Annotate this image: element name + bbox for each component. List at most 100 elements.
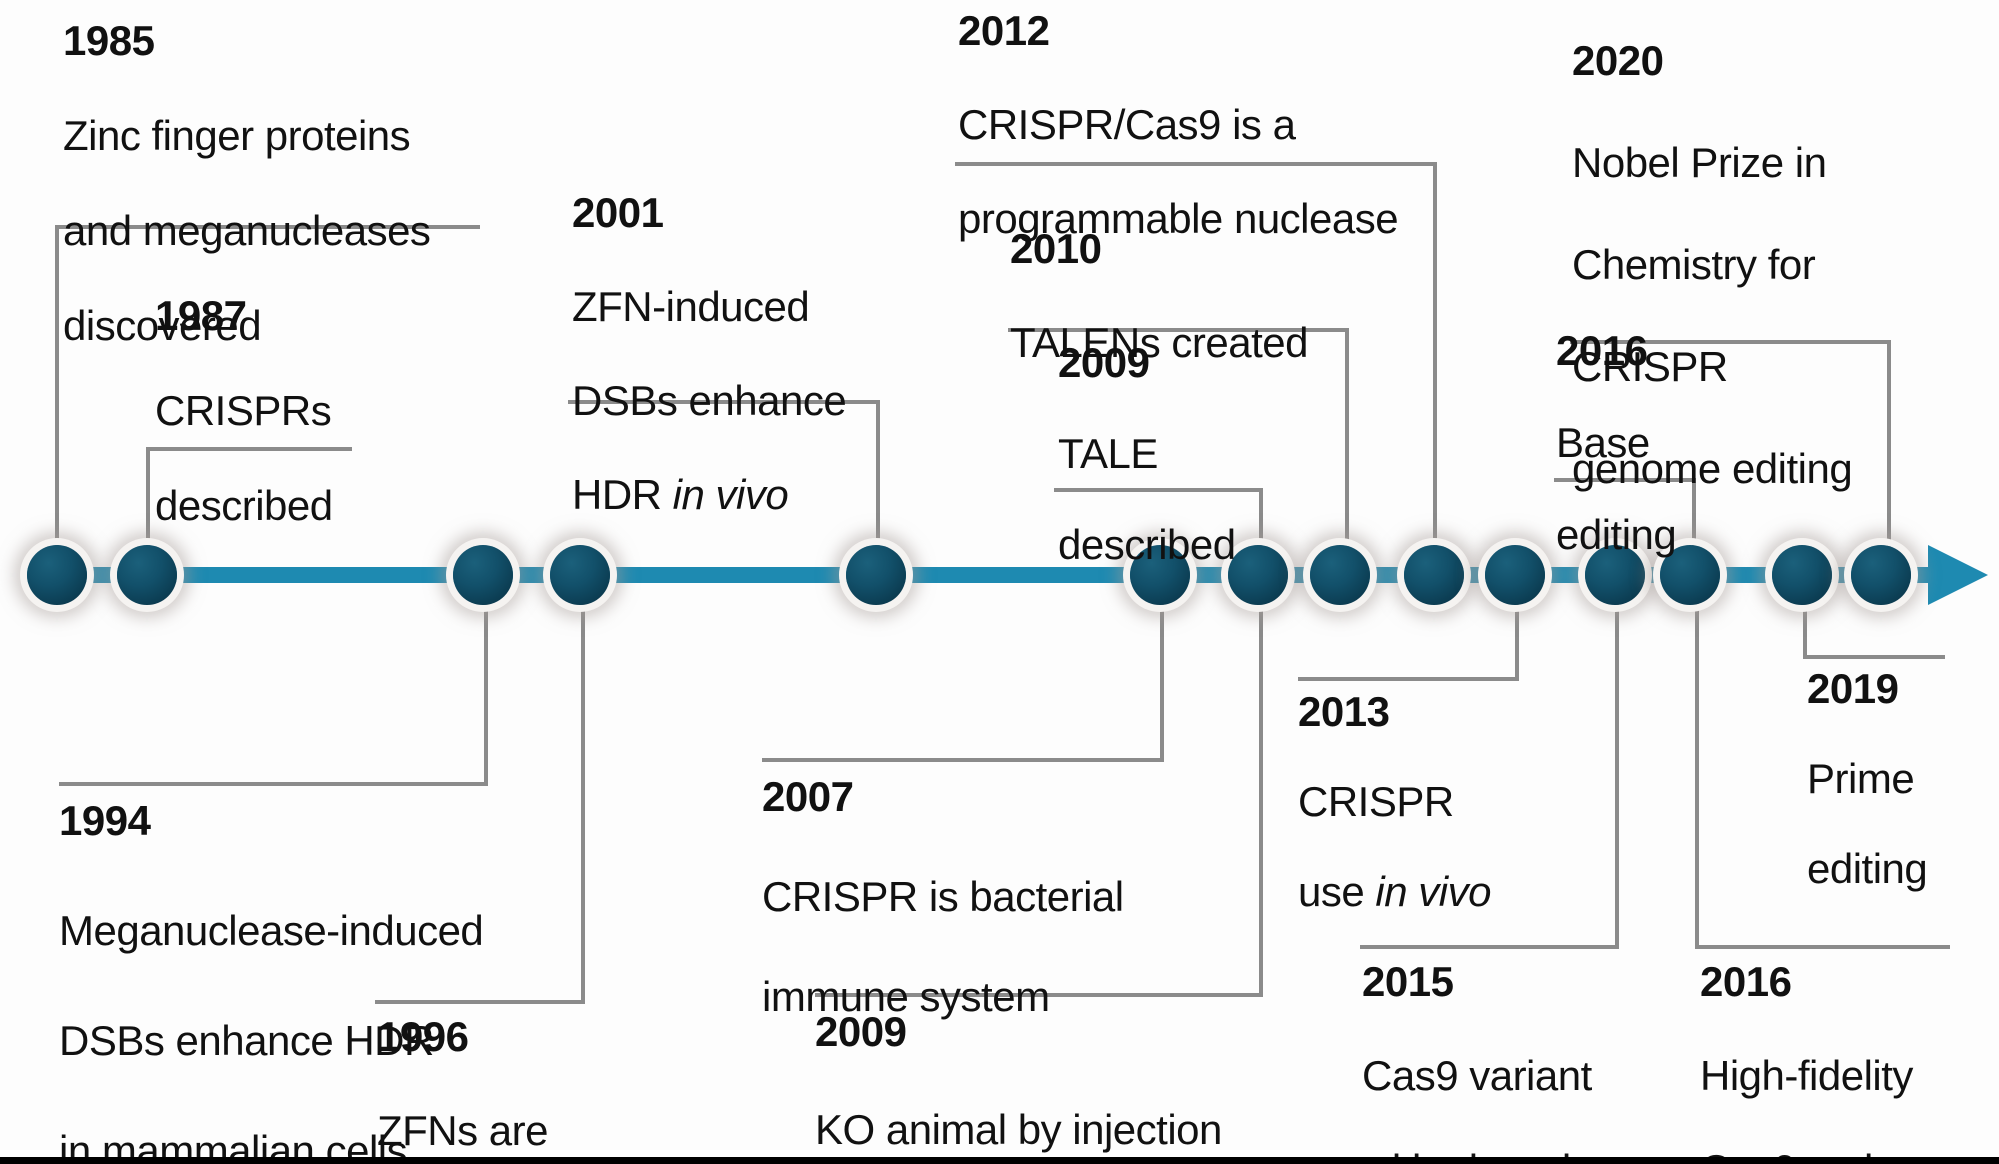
event-2001-2-year: 2001 xyxy=(572,189,664,236)
event-1996-9-connector-horizontal xyxy=(375,1000,583,1004)
event-2013-12-year: 2013 xyxy=(1298,688,1390,735)
event-2012-3-text-line-1: CRISPR/Cas9 is a xyxy=(958,101,1296,148)
event-2009-5-connector-horizontal xyxy=(1054,488,1261,492)
event-2012-3-label: 2012 CRISPR/Cas9 is a programmable nucleas… xyxy=(958,7,1399,240)
event-2020-6-text-line-4: genome editing xyxy=(1572,445,1853,492)
event-2020-6-connector-riser xyxy=(1887,340,1891,575)
timeline-dot-9 xyxy=(1485,545,1545,605)
event-2001-2-label: 2001 ZFN-induced DSBs enhance HDR in vivo xyxy=(572,189,847,516)
event-2009-5-connector-riser xyxy=(1259,488,1263,575)
timeline-dot-12 xyxy=(1772,545,1832,605)
event-1994-8-text-line-2: DSBs enhance HDR xyxy=(59,1017,434,1064)
timeline-dot-3 xyxy=(550,545,610,605)
event-2019-15-year: 2019 xyxy=(1807,665,1899,712)
timeline-dot-10 xyxy=(1585,545,1645,605)
timeline-dot-8 xyxy=(1404,545,1464,605)
timeline-dot-6 xyxy=(1228,545,1288,605)
event-2016-7-text-line-2: editing xyxy=(1556,511,1677,558)
timeline-dot-1 xyxy=(117,545,177,605)
event-1987-1-connector-horizontal xyxy=(148,447,352,451)
event-2001-2-connector-horizontal xyxy=(568,400,878,404)
event-2019-15-connector-horizontal xyxy=(1805,655,1945,659)
event-2010-4-text-line-1: TALENs created xyxy=(1010,319,1309,366)
event-2016-7-year: 2016 xyxy=(1556,327,1648,374)
timeline-axis xyxy=(26,567,1932,583)
event-2009-5-year: 2009 xyxy=(1058,339,1150,386)
event-1994-8-label: 1994 Meganuclease-induced DSBs enhance HDR… xyxy=(59,797,484,1164)
event-2009-5-text-line-1: TALE xyxy=(1058,430,1158,477)
event-2016-14-text-line-1: High-fidelity xyxy=(1700,1052,1913,1099)
event-2013-12-label: 2013 CRISPR use in vivo xyxy=(1298,688,1491,913)
event-2019-15-text-line-2: editing xyxy=(1807,845,1928,892)
event-2012-3-year: 2012 xyxy=(958,7,1050,54)
event-2012-3-connector-riser xyxy=(1433,162,1437,575)
event-2001-2-connector-riser xyxy=(876,400,880,575)
event-2013-12-connector-horizontal xyxy=(1298,677,1517,681)
timeline-dot-2 xyxy=(453,545,513,605)
event-2012-3-connector-horizontal xyxy=(955,162,1435,166)
event-1985-0-year: 1985 xyxy=(63,17,155,64)
event-2009-11-connector-riser xyxy=(1259,575,1263,997)
event-2013-12-text-line-1: CRISPR xyxy=(1298,778,1454,825)
event-2007-10-connector-horizontal xyxy=(762,758,1162,762)
timeline-arrowhead-icon xyxy=(1928,545,1988,605)
event-1985-0-text-line-1: Zinc finger proteins xyxy=(63,112,411,159)
event-2010-4-year: 2010 xyxy=(1010,225,1102,272)
event-1996-9-year: 1996 xyxy=(377,1013,469,1060)
event-2001-2-text-line-3: HDR in vivo xyxy=(572,471,789,518)
event-1987-1-text-line-1: CRISPRs xyxy=(155,387,332,434)
event-1987-1-label: 1987 CRISPRs described xyxy=(155,292,333,527)
event-1994-8-connector-horizontal xyxy=(59,782,486,786)
event-2019-15-connector-riser xyxy=(1803,575,1807,659)
event-2020-6-text-line-2: Chemistry for xyxy=(1572,241,1816,288)
event-1987-1-year: 1987 xyxy=(155,292,247,339)
event-2013-12-text-line-2: use in vivo xyxy=(1298,868,1491,915)
event-2019-15-text-line-1: Prime xyxy=(1807,755,1915,802)
event-1985-0-text-line-3: discovered xyxy=(63,302,262,349)
event-1985-0-label: 1985 Zinc finger proteins and meganuclease… xyxy=(63,17,431,347)
event-2010-4-connector-riser xyxy=(1345,328,1349,575)
event-2013-12-connector-riser xyxy=(1515,575,1519,681)
event-2020-6-text-line-3: CRISPR xyxy=(1572,343,1728,390)
event-2020-6-year: 2020 xyxy=(1572,37,1664,84)
event-1994-8-year: 1994 xyxy=(59,797,151,844)
event-1987-1-connector-riser xyxy=(146,447,150,575)
event-2010-4-connector-horizontal xyxy=(1008,328,1347,332)
event-2010-4-label: 2010 TALENs created xyxy=(1010,225,1309,364)
event-2016-7-text-line-1: Base xyxy=(1556,419,1650,466)
event-2016-7-label: 2016 Base editing xyxy=(1556,327,1677,556)
event-2009-11-year: 2009 xyxy=(815,1008,907,1055)
event-1985-0-connector-horizontal xyxy=(57,225,480,229)
timeline-dot-13 xyxy=(1851,545,1911,605)
event-2016-7-connector-horizontal xyxy=(1554,478,1694,482)
event-1996-9-connector-riser xyxy=(581,575,585,1004)
timeline-dot-0 xyxy=(27,545,87,605)
timeline-dot-7 xyxy=(1310,545,1370,605)
bottom-border xyxy=(0,1157,1999,1164)
event-2001-2-text-line-2: DSBs enhance xyxy=(572,377,847,424)
event-2016-7-connector-riser xyxy=(1692,478,1696,575)
event-2015-13-year: 2015 xyxy=(1362,958,1454,1005)
event-2007-10-text-line-2: immune system xyxy=(762,973,1050,1020)
event-2012-3-text-line-2: programmable nuclease xyxy=(958,195,1399,242)
event-2015-13-connector-riser xyxy=(1615,575,1619,949)
event-1994-8-text-line-1: Meganuclease-induced xyxy=(59,907,484,954)
event-2020-6-label: 2020 Nobel Prize in Chemistry for CRISPR gen… xyxy=(1572,37,1853,490)
event-2019-15-label: 2019 Prime editing xyxy=(1807,665,1928,890)
event-2009-11-text-line-1: KO animal by injection xyxy=(815,1106,1222,1153)
event-2015-13-connector-horizontal xyxy=(1360,945,1617,949)
timeline-dot-4 xyxy=(846,545,906,605)
event-2009-11-connector-horizontal xyxy=(815,993,1261,997)
event-2007-10-text-line-1: CRISPR is bacterial xyxy=(762,873,1124,920)
event-2009-5-label: 2009 TALE described xyxy=(1058,339,1236,566)
event-2016-14-connector-riser xyxy=(1695,575,1699,949)
event-2020-6-connector-horizontal xyxy=(1570,340,1889,344)
event-2007-10-label: 2007 CRISPR is bacterial immune system xyxy=(762,776,1124,1018)
event-1987-1-text-line-2: described xyxy=(155,482,333,529)
event-2007-10-connector-riser xyxy=(1160,575,1164,762)
event-2015-13-text-line-1: Cas9 variant xyxy=(1362,1052,1592,1099)
event-1985-0-text-line-2: and meganucleases xyxy=(63,207,431,254)
